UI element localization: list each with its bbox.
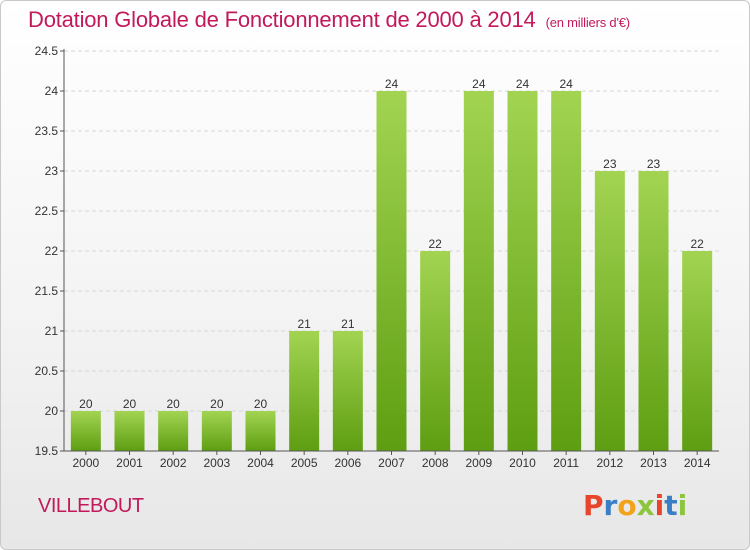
bar-2000 (70, 411, 101, 451)
chart-title: Dotation Globale de Fonctionnement de 20… (28, 7, 536, 32)
data-label-2006: 21 (341, 317, 355, 331)
bar-2007 (376, 91, 407, 451)
data-label-2014: 22 (690, 237, 704, 251)
logo-letter: t (664, 489, 678, 522)
chart-title-block: Dotation Globale de Fonctionnement de 20… (28, 7, 630, 33)
x-tick-label-2010: 2010 (509, 456, 536, 470)
x-tick-label-2012: 2012 (596, 456, 623, 470)
x-tick-label-2008: 2008 (422, 456, 449, 470)
x-tick-label-2000: 2000 (72, 456, 99, 470)
data-label-2007: 24 (385, 77, 399, 91)
logo-letter: i (654, 489, 665, 522)
x-tick-label-2006: 2006 (334, 456, 361, 470)
logo-letter: P (583, 489, 604, 522)
y-tick-label: 24 (45, 84, 59, 98)
data-label-2000: 20 (79, 397, 93, 411)
y-tick-label: 22.5 (35, 204, 59, 218)
logo-letter: o (617, 489, 637, 522)
bar-2006 (332, 331, 363, 451)
bar-2008 (420, 251, 451, 451)
data-label-2008: 22 (428, 237, 442, 251)
bar-2002 (158, 411, 189, 451)
x-tick-label-2001: 2001 (116, 456, 143, 470)
x-tick-label-2002: 2002 (160, 456, 187, 470)
data-label-2005: 21 (297, 317, 311, 331)
chart-subtitle: (en milliers d'€) (545, 15, 631, 30)
data-label-2003: 20 (210, 397, 224, 411)
x-tick-label-2007: 2007 (378, 456, 405, 470)
x-tick-label-2009: 2009 (465, 456, 492, 470)
bar-2003 (201, 411, 232, 451)
x-tick-label-2003: 2003 (203, 456, 230, 470)
y-tick-label: 21 (45, 324, 59, 338)
commune-name: VILLEBOUT (38, 495, 144, 517)
y-tick-label: 23.5 (35, 124, 59, 138)
y-tick-label: 21.5 (35, 284, 59, 298)
y-tick-label: 24.5 (35, 44, 59, 58)
bar-2012 (594, 171, 625, 451)
bar-2014 (682, 251, 713, 451)
bar-2011 (551, 91, 582, 451)
logo-letter: r (603, 489, 618, 522)
data-label-2012: 23 (603, 157, 617, 171)
proxiti-logo[interactable]: Proxiti (583, 489, 687, 522)
x-tick-label-2014: 2014 (684, 456, 711, 470)
x-tick-label-2011: 2011 (553, 456, 579, 470)
bar-2005 (289, 331, 320, 451)
bar-2001 (114, 411, 145, 451)
bar-2010 (507, 91, 538, 451)
y-tick-label: 19.5 (35, 444, 59, 458)
data-label-2013: 23 (647, 157, 661, 171)
bar-2009 (463, 91, 494, 451)
data-label-2002: 20 (166, 397, 180, 411)
y-tick-label: 20 (45, 404, 59, 418)
y-tick-label: 20.5 (35, 364, 59, 378)
bar-2013 (638, 171, 669, 451)
logo-letter: i (677, 489, 688, 522)
data-label-2011: 24 (559, 77, 573, 91)
data-label-2010: 24 (516, 77, 530, 91)
x-tick-label-2004: 2004 (247, 456, 274, 470)
data-label-2004: 20 (254, 397, 268, 411)
logo-letter: x (636, 489, 655, 522)
y-tick-label: 22 (45, 244, 59, 258)
data-label-2001: 20 (123, 397, 137, 411)
axes: 19.5 20 20.5 21 21.5 22 22.5 23 23.5 24 24.5 2000 20… (35, 44, 719, 470)
bars: 20 20 20 20 20 21 21 24 22 24 24 24 23 23 22 (70, 77, 713, 451)
data-label-2009: 24 (472, 77, 486, 91)
y-tick-label: 23 (45, 164, 59, 178)
x-tick-label-2013: 2013 (640, 456, 667, 470)
bar-2004 (245, 411, 276, 451)
x-tick-label-2005: 2005 (291, 456, 318, 470)
